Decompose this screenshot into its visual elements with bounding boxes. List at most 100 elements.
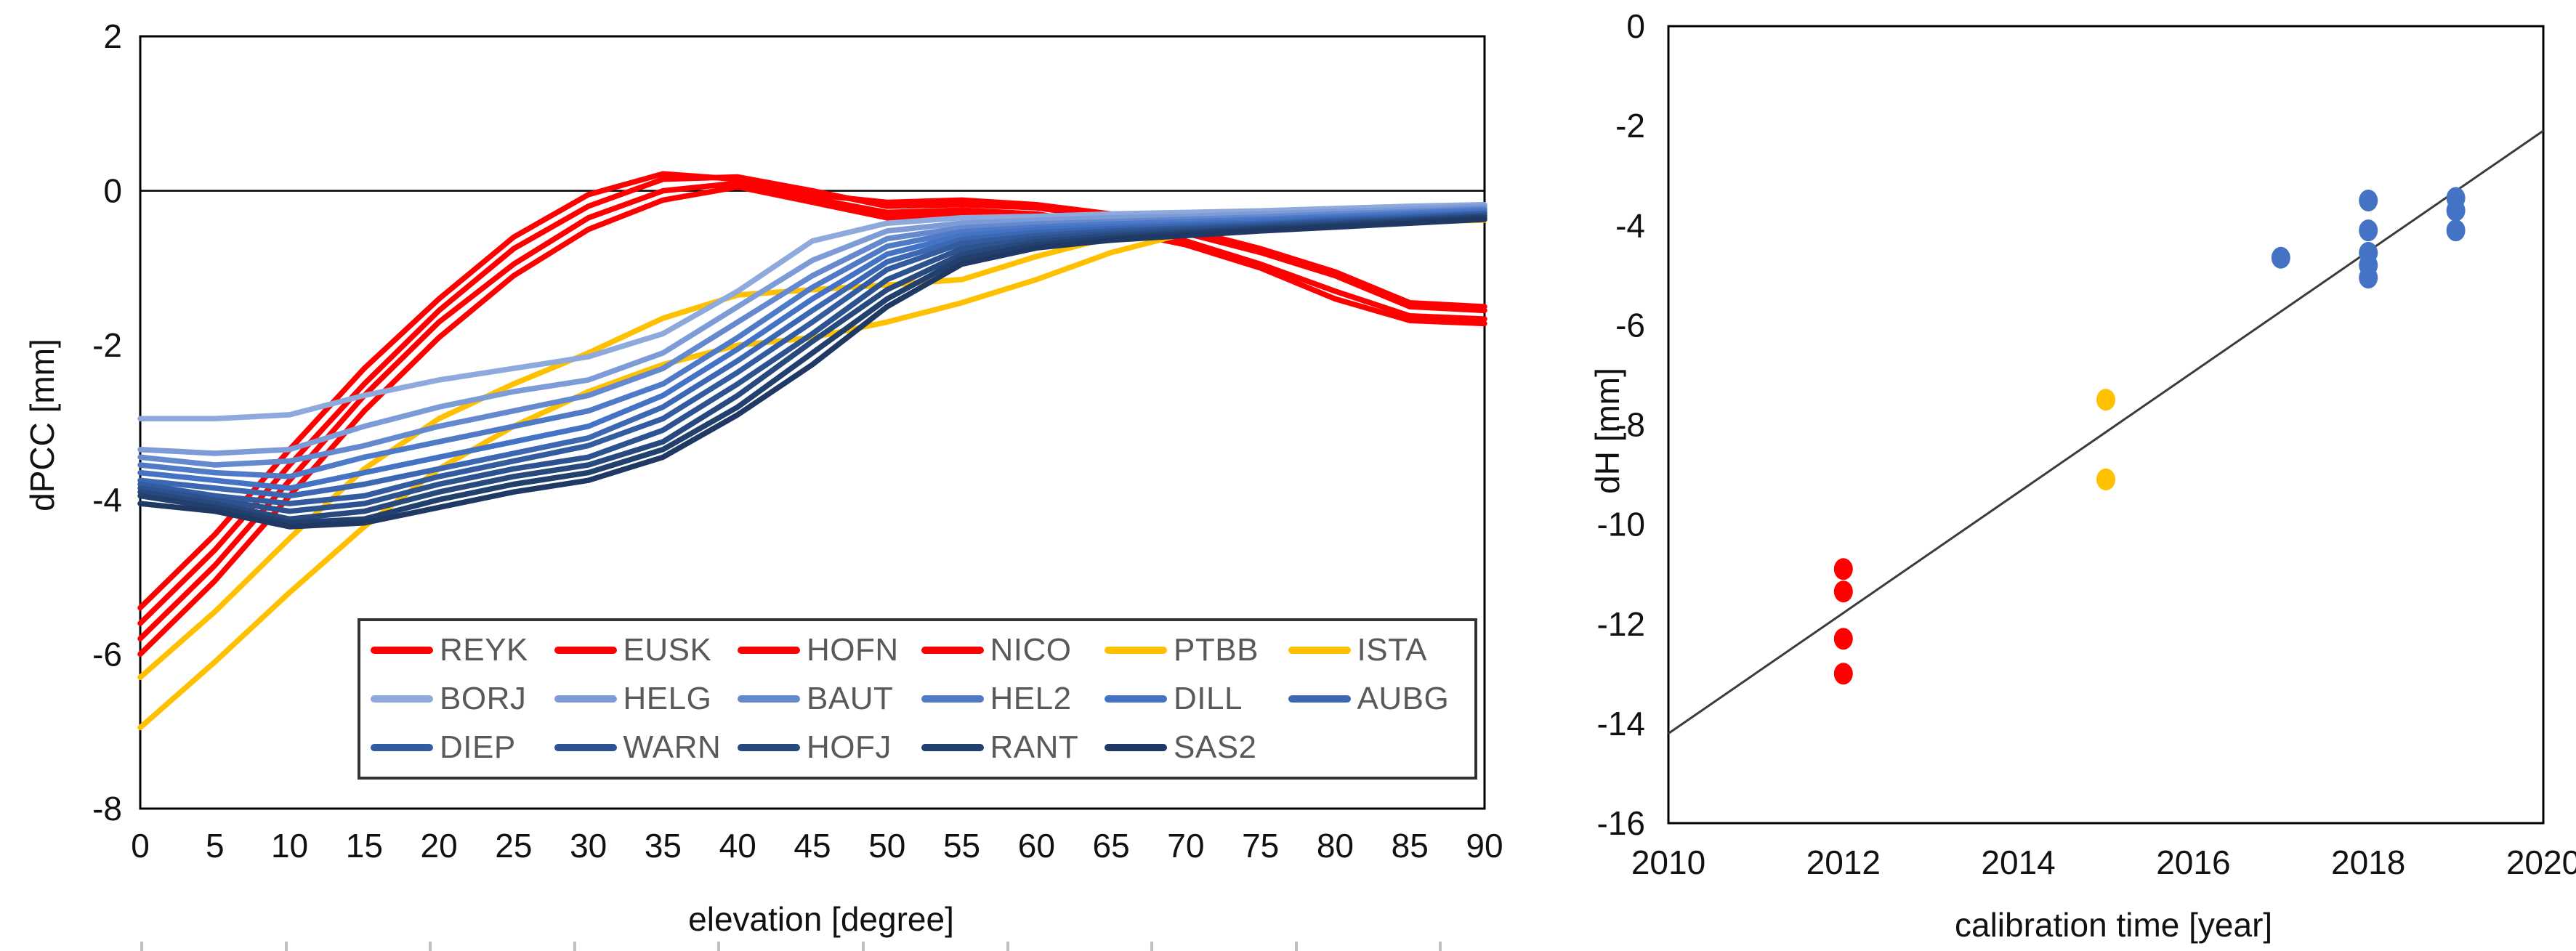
legend-label: DIEP xyxy=(440,729,516,766)
cropped-tick-fragment xyxy=(717,942,721,951)
scatter-point-blue-points xyxy=(2446,219,2466,242)
cropped-tick-fragment xyxy=(1294,942,1298,951)
legend-item-NICO: NICO xyxy=(921,632,1105,668)
legend-swatch-BORJ xyxy=(371,695,433,703)
series-line-HELG xyxy=(137,203,1487,456)
series-line-SAS2 xyxy=(137,216,1487,530)
right-y-tick-label: -12 xyxy=(1597,605,1645,643)
left-x-tick-label: 25 xyxy=(495,827,532,865)
legend-swatch-DIEP xyxy=(371,744,433,752)
legend-item-BAUT: BAUT xyxy=(738,681,921,717)
left-x-tick-label: 35 xyxy=(645,827,682,865)
left-y-tick-label: -2 xyxy=(92,326,122,364)
legend-label: BORJ xyxy=(440,680,527,716)
scatter-point-red-points xyxy=(1833,558,1853,580)
cropped-tick-fragment xyxy=(1439,942,1442,951)
series-line-NICO xyxy=(137,184,1487,657)
legend-item-SAS2: SAS2 xyxy=(1105,729,1288,766)
left-y-tick-label: -6 xyxy=(92,635,122,673)
legend-label: SAS2 xyxy=(1174,729,1257,766)
legend-swatch-SAS2 xyxy=(1105,744,1167,752)
left-x-tick-label: 45 xyxy=(794,827,831,865)
cropped-tick-fragment xyxy=(862,942,865,951)
left-y-tick-label: 2 xyxy=(103,17,122,55)
left-x-tick-label: 0 xyxy=(131,827,150,865)
left-y-axis-title: dPCC [mm] xyxy=(23,339,61,511)
legend-label: HEL2 xyxy=(990,680,1072,716)
scatter-point-gold-points xyxy=(2096,468,2115,490)
legend-label: PTBB xyxy=(1174,631,1259,668)
right-x-tick-label: 2010 xyxy=(1631,843,1705,881)
right-y-tick-label: -16 xyxy=(1597,804,1645,842)
cropped-tick-fragment xyxy=(429,942,432,951)
legend-item-DILL: DILL xyxy=(1105,681,1288,717)
left-x-tick-label: 15 xyxy=(346,827,383,865)
scatter-point-blue-points xyxy=(2359,219,2378,242)
right-y-tick-label: -2 xyxy=(1615,107,1645,145)
left-x-tick-label: 5 xyxy=(206,827,225,865)
legend-item-HEL2: HEL2 xyxy=(921,681,1105,717)
legend-label: WARN xyxy=(623,729,722,766)
right-x-tick-label: 2014 xyxy=(1981,843,2055,881)
legend-label: BAUT xyxy=(807,680,894,716)
legend-label: HOFJ xyxy=(807,729,892,766)
legend-label: DILL xyxy=(1174,680,1243,716)
legend-label: ISTA xyxy=(1357,631,1428,668)
legend-swatch-RANT xyxy=(921,744,984,752)
left-chart-elevation-dpcc: 2 0 -2 -4 -6 -8 0 5 10 15 20 25 30 35 40 45 50 55 60 65 70 75… xyxy=(23,17,1503,938)
legend-item-PTBB: PTBB xyxy=(1105,632,1288,668)
scatter-point-red-points xyxy=(1833,628,1853,650)
legend-item-AUBG: AUBG xyxy=(1288,681,1472,717)
right-plot-border xyxy=(1667,25,2545,825)
right-x-axis-title: calibration time [year] xyxy=(1955,906,2273,944)
legend-swatch-AUBG xyxy=(1288,695,1351,703)
left-x-tick-label: 55 xyxy=(943,827,980,865)
left-x-tick-label: 70 xyxy=(1167,827,1204,865)
legend-swatch-HELG xyxy=(554,695,617,703)
series-line-PTBB xyxy=(137,209,1487,681)
right-y-tick-label: -4 xyxy=(1615,206,1645,244)
left-x-tick-label: 30 xyxy=(570,827,607,865)
legend-label: HOFN xyxy=(807,631,899,668)
series-line-EUSK xyxy=(137,174,1487,626)
legend-label: REYK xyxy=(440,631,528,668)
scatter-point-gold-points xyxy=(2096,389,2115,411)
legend-swatch-DILL xyxy=(1105,695,1167,703)
scatter-point-blue-points xyxy=(2359,190,2378,211)
legend-swatch-EUSK xyxy=(554,646,617,654)
legend-swatch-HOFN xyxy=(738,646,800,654)
left-chart-plot: 20-2-4-6-80 5 10 15 20 25 30 35 40 45 50 55 60 65 70 75… xyxy=(92,17,1503,865)
right-y-tick-label: -10 xyxy=(1597,506,1645,543)
scatter-point-red-points xyxy=(1833,580,1853,603)
legend-swatch-PTBB xyxy=(1105,646,1167,654)
legend-item-EUSK: EUSK xyxy=(554,632,738,668)
right-y-axis-title: dH [mm] xyxy=(1588,368,1626,494)
left-plot-border xyxy=(139,35,1486,810)
legend-swatch-BAUT xyxy=(738,695,800,703)
right-x-tick-label: 2020 xyxy=(2506,843,2576,881)
legend-swatch-WARN xyxy=(554,744,617,752)
right-x-tick-label: 2012 xyxy=(1806,843,1881,881)
legend-label: RANT xyxy=(990,729,1079,766)
cropped-tick-fragment xyxy=(284,942,288,951)
scatter-point-blue-points xyxy=(2271,246,2290,269)
right-chart-calibration-dh: 0 -2 -4 -6 -8 -10 -12 -14 -16 2010 2012 2014 2016 201… xyxy=(1584,0,2576,951)
legend-swatch-REYK xyxy=(371,646,433,654)
series-line-REYK xyxy=(137,171,1487,611)
cropped-tick-fragment xyxy=(140,942,143,951)
legend-label: EUSK xyxy=(623,631,712,668)
legend-item-HOFN: HOFN xyxy=(738,632,921,668)
left-x-tick-label: 80 xyxy=(1317,827,1354,865)
left-x-tick-label: 40 xyxy=(719,827,756,865)
legend-item-ISTA: ISTA xyxy=(1288,632,1472,668)
legend-item-RANT: RANT xyxy=(921,729,1105,766)
left-x-axis-title: elevation [degree] xyxy=(688,900,954,938)
right-y-tick-label: -6 xyxy=(1615,306,1645,344)
scatter-point-blue-points xyxy=(2446,199,2466,222)
right-x-tick-label: 2018 xyxy=(2331,843,2405,881)
left-x-tick-label: 85 xyxy=(1392,827,1429,865)
left-x-tick-label: 75 xyxy=(1242,827,1279,865)
legend-label: NICO xyxy=(990,631,1072,668)
left-x-tick-label: 20 xyxy=(421,827,458,865)
